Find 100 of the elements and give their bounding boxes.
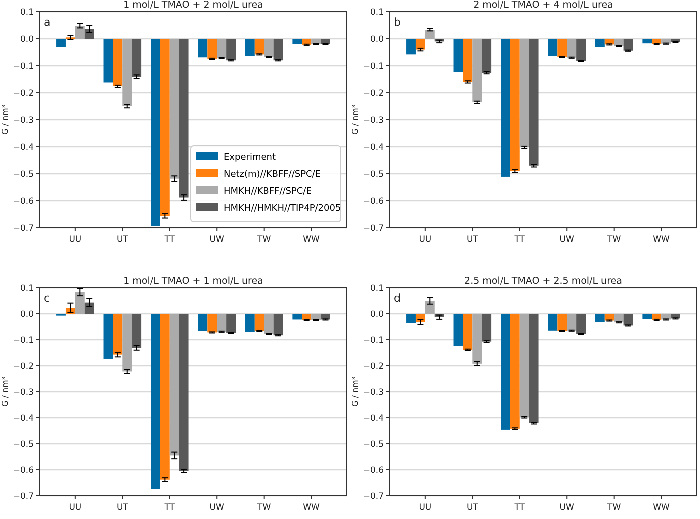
x-tick-label: WW: [653, 235, 671, 245]
x-tick-label: UT: [116, 503, 130, 513]
bar: [254, 39, 264, 55]
y-tick-label: 0.0: [370, 34, 384, 45]
chart-title: 1 mol/L TMAO + 1 mol/L urea: [124, 276, 264, 287]
y-tick-label: −0.4: [13, 142, 34, 153]
bar: [122, 39, 132, 106]
bar: [75, 26, 85, 39]
bar: [254, 314, 264, 332]
chart-title: 2.5 mol/L TMAO + 2.5 mol/L urea: [464, 276, 622, 287]
x-tick-label: UW: [560, 235, 576, 245]
bar: [245, 39, 255, 56]
bar: [274, 314, 284, 336]
bar: [160, 314, 170, 480]
y-tick-label: −0.4: [13, 414, 34, 424]
x-tick-label: WW: [303, 503, 321, 513]
bar: [170, 39, 180, 179]
bar: [150, 314, 160, 490]
y-tick-label: −0.6: [13, 466, 34, 476]
bar: [245, 314, 255, 332]
y-tick-label: −0.3: [13, 388, 34, 398]
annotation: c: [44, 292, 50, 305]
y-axis-title: G / nm³: [1, 376, 10, 408]
x-tick-label: UU: [69, 503, 82, 513]
bar: [198, 314, 208, 332]
annotation: d: [394, 292, 401, 305]
bar: [84, 29, 94, 39]
x-tick-label: UW: [560, 503, 576, 513]
x-tick-label: WW: [303, 235, 321, 245]
x-tick-label: UT: [116, 235, 130, 245]
y-tick-label: −0.5: [363, 440, 384, 450]
y-tick-label: −0.1: [13, 336, 34, 346]
x-tick-label: UU: [419, 235, 432, 245]
annotation: b: [394, 16, 401, 29]
bar: [132, 314, 142, 348]
bar: [104, 39, 114, 83]
y-tick-label: −0.2: [363, 362, 384, 372]
y-tick-label: −0.3: [363, 116, 384, 126]
y-tick-label: −0.3: [363, 388, 384, 398]
annotation: a: [44, 16, 51, 29]
bar: [56, 39, 66, 48]
y-axis-title: G / nm³: [1, 104, 10, 136]
y-tick-label: −0.2: [363, 88, 384, 99]
bar: [217, 39, 227, 58]
y-tick-label: −0.1: [13, 62, 34, 72]
y-tick-label: −0.3: [13, 116, 34, 126]
y-tick-label: −0.7: [363, 224, 384, 234]
y-tick-label: −0.2: [13, 362, 34, 372]
bar: [274, 39, 284, 61]
legend-label: HMKH//KBFF//SPC/E: [224, 187, 312, 197]
y-tick-label: −0.7: [13, 224, 34, 234]
bar: [264, 39, 274, 58]
y-tick-label: −0.7: [363, 492, 384, 502]
y-tick-label: 0.1: [370, 284, 384, 294]
y-tick-label: −0.6: [13, 196, 34, 207]
y-tick-label: 0.1: [370, 8, 384, 18]
bar: [132, 39, 142, 78]
legend-label: HMKH//HMKH//TIP4P/2005: [224, 204, 342, 214]
chart-title: 1 mol/L TMAO + 2 mol/L urea: [124, 0, 264, 11]
x-tick-label: TT: [164, 235, 176, 245]
x-tick-label: TW: [256, 503, 272, 513]
bar: [208, 39, 218, 59]
y-tick-label: −0.5: [363, 170, 384, 180]
x-tick-label: TT: [164, 503, 176, 513]
bar: [217, 314, 227, 332]
y-tick-label: 0.0: [370, 310, 384, 320]
bar: [226, 314, 236, 334]
y-tick-label: −0.6: [363, 466, 384, 476]
x-tick-label: UU: [69, 235, 82, 245]
x-tick-label: TW: [606, 503, 622, 513]
y-tick-label: 0.0: [20, 34, 34, 45]
bar: [104, 314, 114, 359]
bar: [170, 314, 180, 456]
x-tick-label: WW: [653, 503, 671, 513]
y-tick-label: −0.2: [13, 88, 34, 99]
chart-title: 2 mol/L TMAO + 4 mol/L urea: [474, 0, 614, 11]
bar: [292, 314, 302, 320]
y-tick-label: 0.1: [20, 8, 34, 18]
y-tick-label: −0.4: [363, 414, 384, 424]
bar: [208, 314, 218, 333]
legend-label: Experiment: [224, 153, 276, 163]
y-tick-label: 0.0: [20, 310, 34, 320]
x-tick-label: UW: [210, 503, 226, 513]
y-tick-label: −0.5: [13, 440, 34, 450]
bar: [226, 39, 236, 61]
y-tick-label: −0.1: [363, 62, 384, 72]
y-tick-label: −0.5: [13, 170, 34, 180]
y-tick-label: −0.7: [13, 492, 34, 502]
y-tick-label: −0.1: [363, 336, 384, 346]
y-axis-title: G / nm³: [351, 104, 360, 136]
x-tick-label: UT: [466, 503, 480, 513]
x-tick-label: TW: [606, 235, 622, 245]
bar: [150, 39, 160, 226]
y-tick-label: 0.1: [20, 284, 34, 294]
legend-label: Netz(m)//KBFF//SPC/E: [224, 170, 322, 180]
x-tick-label: UU: [419, 503, 432, 513]
bar: [179, 39, 189, 198]
bar: [122, 314, 132, 372]
bar: [160, 39, 170, 216]
bar: [113, 39, 123, 87]
